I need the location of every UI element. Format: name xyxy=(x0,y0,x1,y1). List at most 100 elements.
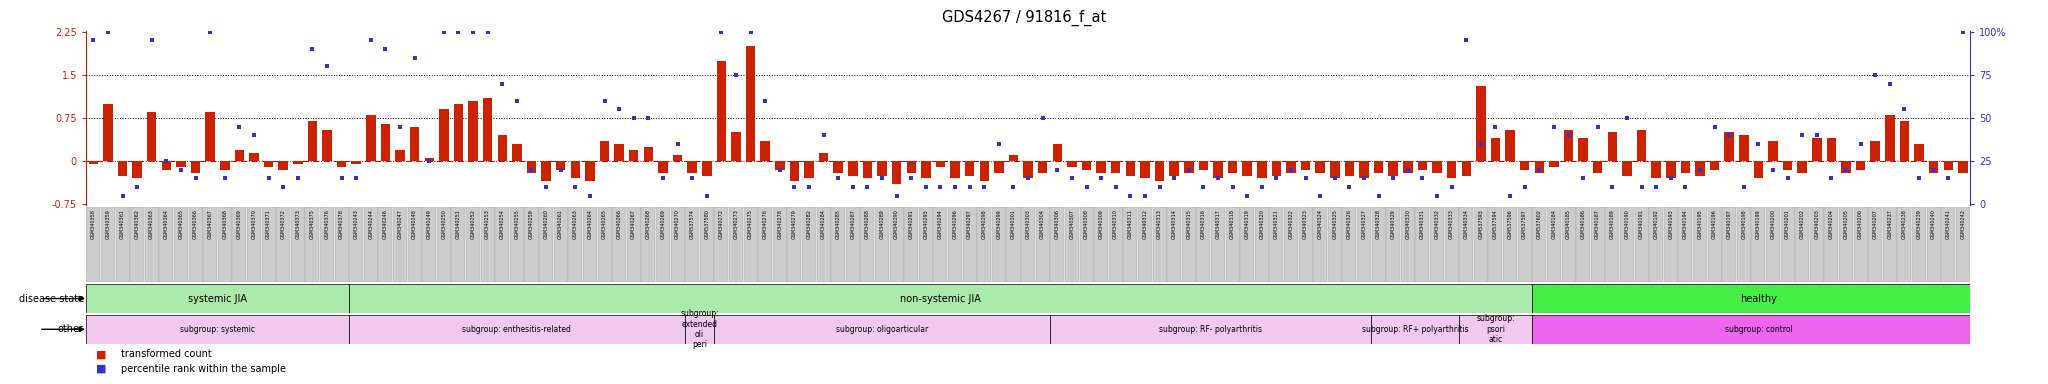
Text: GSM340186: GSM340186 xyxy=(1581,210,1585,240)
Bar xyxy=(119,161,127,175)
Text: GSM340371: GSM340371 xyxy=(266,210,270,240)
Bar xyxy=(160,207,174,282)
Bar xyxy=(758,207,772,282)
Bar xyxy=(86,207,100,282)
Bar xyxy=(1753,161,1763,179)
Text: GSM340238: GSM340238 xyxy=(1903,210,1907,240)
Bar xyxy=(760,141,770,161)
Point xyxy=(1903,175,1935,182)
Bar xyxy=(862,161,872,179)
Bar xyxy=(786,207,801,282)
Bar xyxy=(817,207,831,282)
Bar xyxy=(1724,132,1735,161)
Bar xyxy=(541,161,551,181)
Point xyxy=(602,106,635,113)
Bar xyxy=(1855,161,1866,170)
Point xyxy=(516,167,549,173)
Bar xyxy=(86,284,348,313)
Bar xyxy=(147,113,156,161)
Bar xyxy=(1765,207,1780,282)
Text: subgroup:
psori
atic: subgroup: psori atic xyxy=(1477,314,1516,344)
Text: GSM340373: GSM340373 xyxy=(295,210,301,240)
Bar xyxy=(350,207,362,282)
Bar xyxy=(1853,207,1868,282)
Bar xyxy=(1548,161,1559,167)
Bar xyxy=(1341,207,1356,282)
Bar xyxy=(1155,161,1165,181)
Bar xyxy=(922,161,930,179)
Text: GSM340289: GSM340289 xyxy=(879,210,885,239)
Point xyxy=(778,184,811,190)
Point xyxy=(1800,132,1833,138)
Bar xyxy=(1298,207,1313,282)
Point xyxy=(1538,124,1571,130)
Bar xyxy=(1722,207,1737,282)
Bar xyxy=(1374,161,1382,173)
Bar xyxy=(600,141,608,161)
Point xyxy=(1946,29,1978,35)
Text: GSM340294: GSM340294 xyxy=(938,210,942,239)
Point xyxy=(1290,175,1323,182)
Text: GSM340195: GSM340195 xyxy=(1698,210,1702,239)
Bar xyxy=(365,207,377,282)
Text: GSM340288: GSM340288 xyxy=(864,210,870,240)
Point xyxy=(895,175,928,182)
Text: GSM340367: GSM340367 xyxy=(207,210,213,240)
Text: GSM340267: GSM340267 xyxy=(631,210,637,240)
Bar xyxy=(1360,161,1368,179)
Bar xyxy=(539,207,553,282)
Bar xyxy=(774,161,784,170)
Point xyxy=(1012,175,1044,182)
Bar xyxy=(1665,161,1675,179)
Bar xyxy=(524,207,539,282)
Point xyxy=(1845,141,1878,147)
Bar xyxy=(1565,129,1573,161)
Bar xyxy=(1868,207,1882,282)
Point xyxy=(1567,175,1599,182)
Text: GSM340197: GSM340197 xyxy=(1726,210,1733,239)
Point xyxy=(92,29,125,35)
Bar xyxy=(162,161,172,170)
Bar xyxy=(1141,161,1149,179)
Bar xyxy=(1958,161,1968,173)
Bar xyxy=(1634,207,1649,282)
Point xyxy=(1450,37,1483,43)
Bar xyxy=(1169,161,1180,175)
Text: GSM340255: GSM340255 xyxy=(514,210,520,240)
Bar xyxy=(1096,161,1106,173)
Bar xyxy=(819,152,827,161)
Bar xyxy=(348,315,684,344)
Text: GSM340301: GSM340301 xyxy=(1012,210,1016,240)
Bar xyxy=(950,161,961,179)
Bar xyxy=(1415,207,1430,282)
Text: GSM340364: GSM340364 xyxy=(164,210,168,240)
Text: GSM340363: GSM340363 xyxy=(150,210,154,240)
Bar xyxy=(381,124,391,161)
Text: GSM340190: GSM340190 xyxy=(1624,210,1630,239)
Bar xyxy=(731,132,741,161)
Bar xyxy=(1065,207,1079,282)
Bar xyxy=(745,46,756,161)
Text: GSM340184: GSM340184 xyxy=(1552,210,1556,240)
Text: GSM340276: GSM340276 xyxy=(762,210,768,240)
Bar xyxy=(1518,207,1532,282)
Bar xyxy=(1520,161,1530,170)
Point xyxy=(821,175,854,182)
Point xyxy=(1421,193,1454,199)
Bar xyxy=(379,207,393,282)
Bar xyxy=(1053,144,1063,161)
Text: GSM340296: GSM340296 xyxy=(952,210,958,239)
Text: GSM340251: GSM340251 xyxy=(457,210,461,240)
Text: GSM340372: GSM340372 xyxy=(281,210,285,240)
Bar xyxy=(348,284,1532,313)
Point xyxy=(1376,175,1409,182)
Point xyxy=(588,98,621,104)
Text: subgroup: RF+ polyarthritis: subgroup: RF+ polyarthritis xyxy=(1362,325,1468,334)
Point xyxy=(1436,184,1468,190)
Bar xyxy=(1139,207,1151,282)
Point xyxy=(414,158,446,164)
Point xyxy=(121,184,154,190)
Text: subgroup: control: subgroup: control xyxy=(1724,325,1792,334)
Bar xyxy=(860,207,874,282)
Bar xyxy=(1036,207,1051,282)
